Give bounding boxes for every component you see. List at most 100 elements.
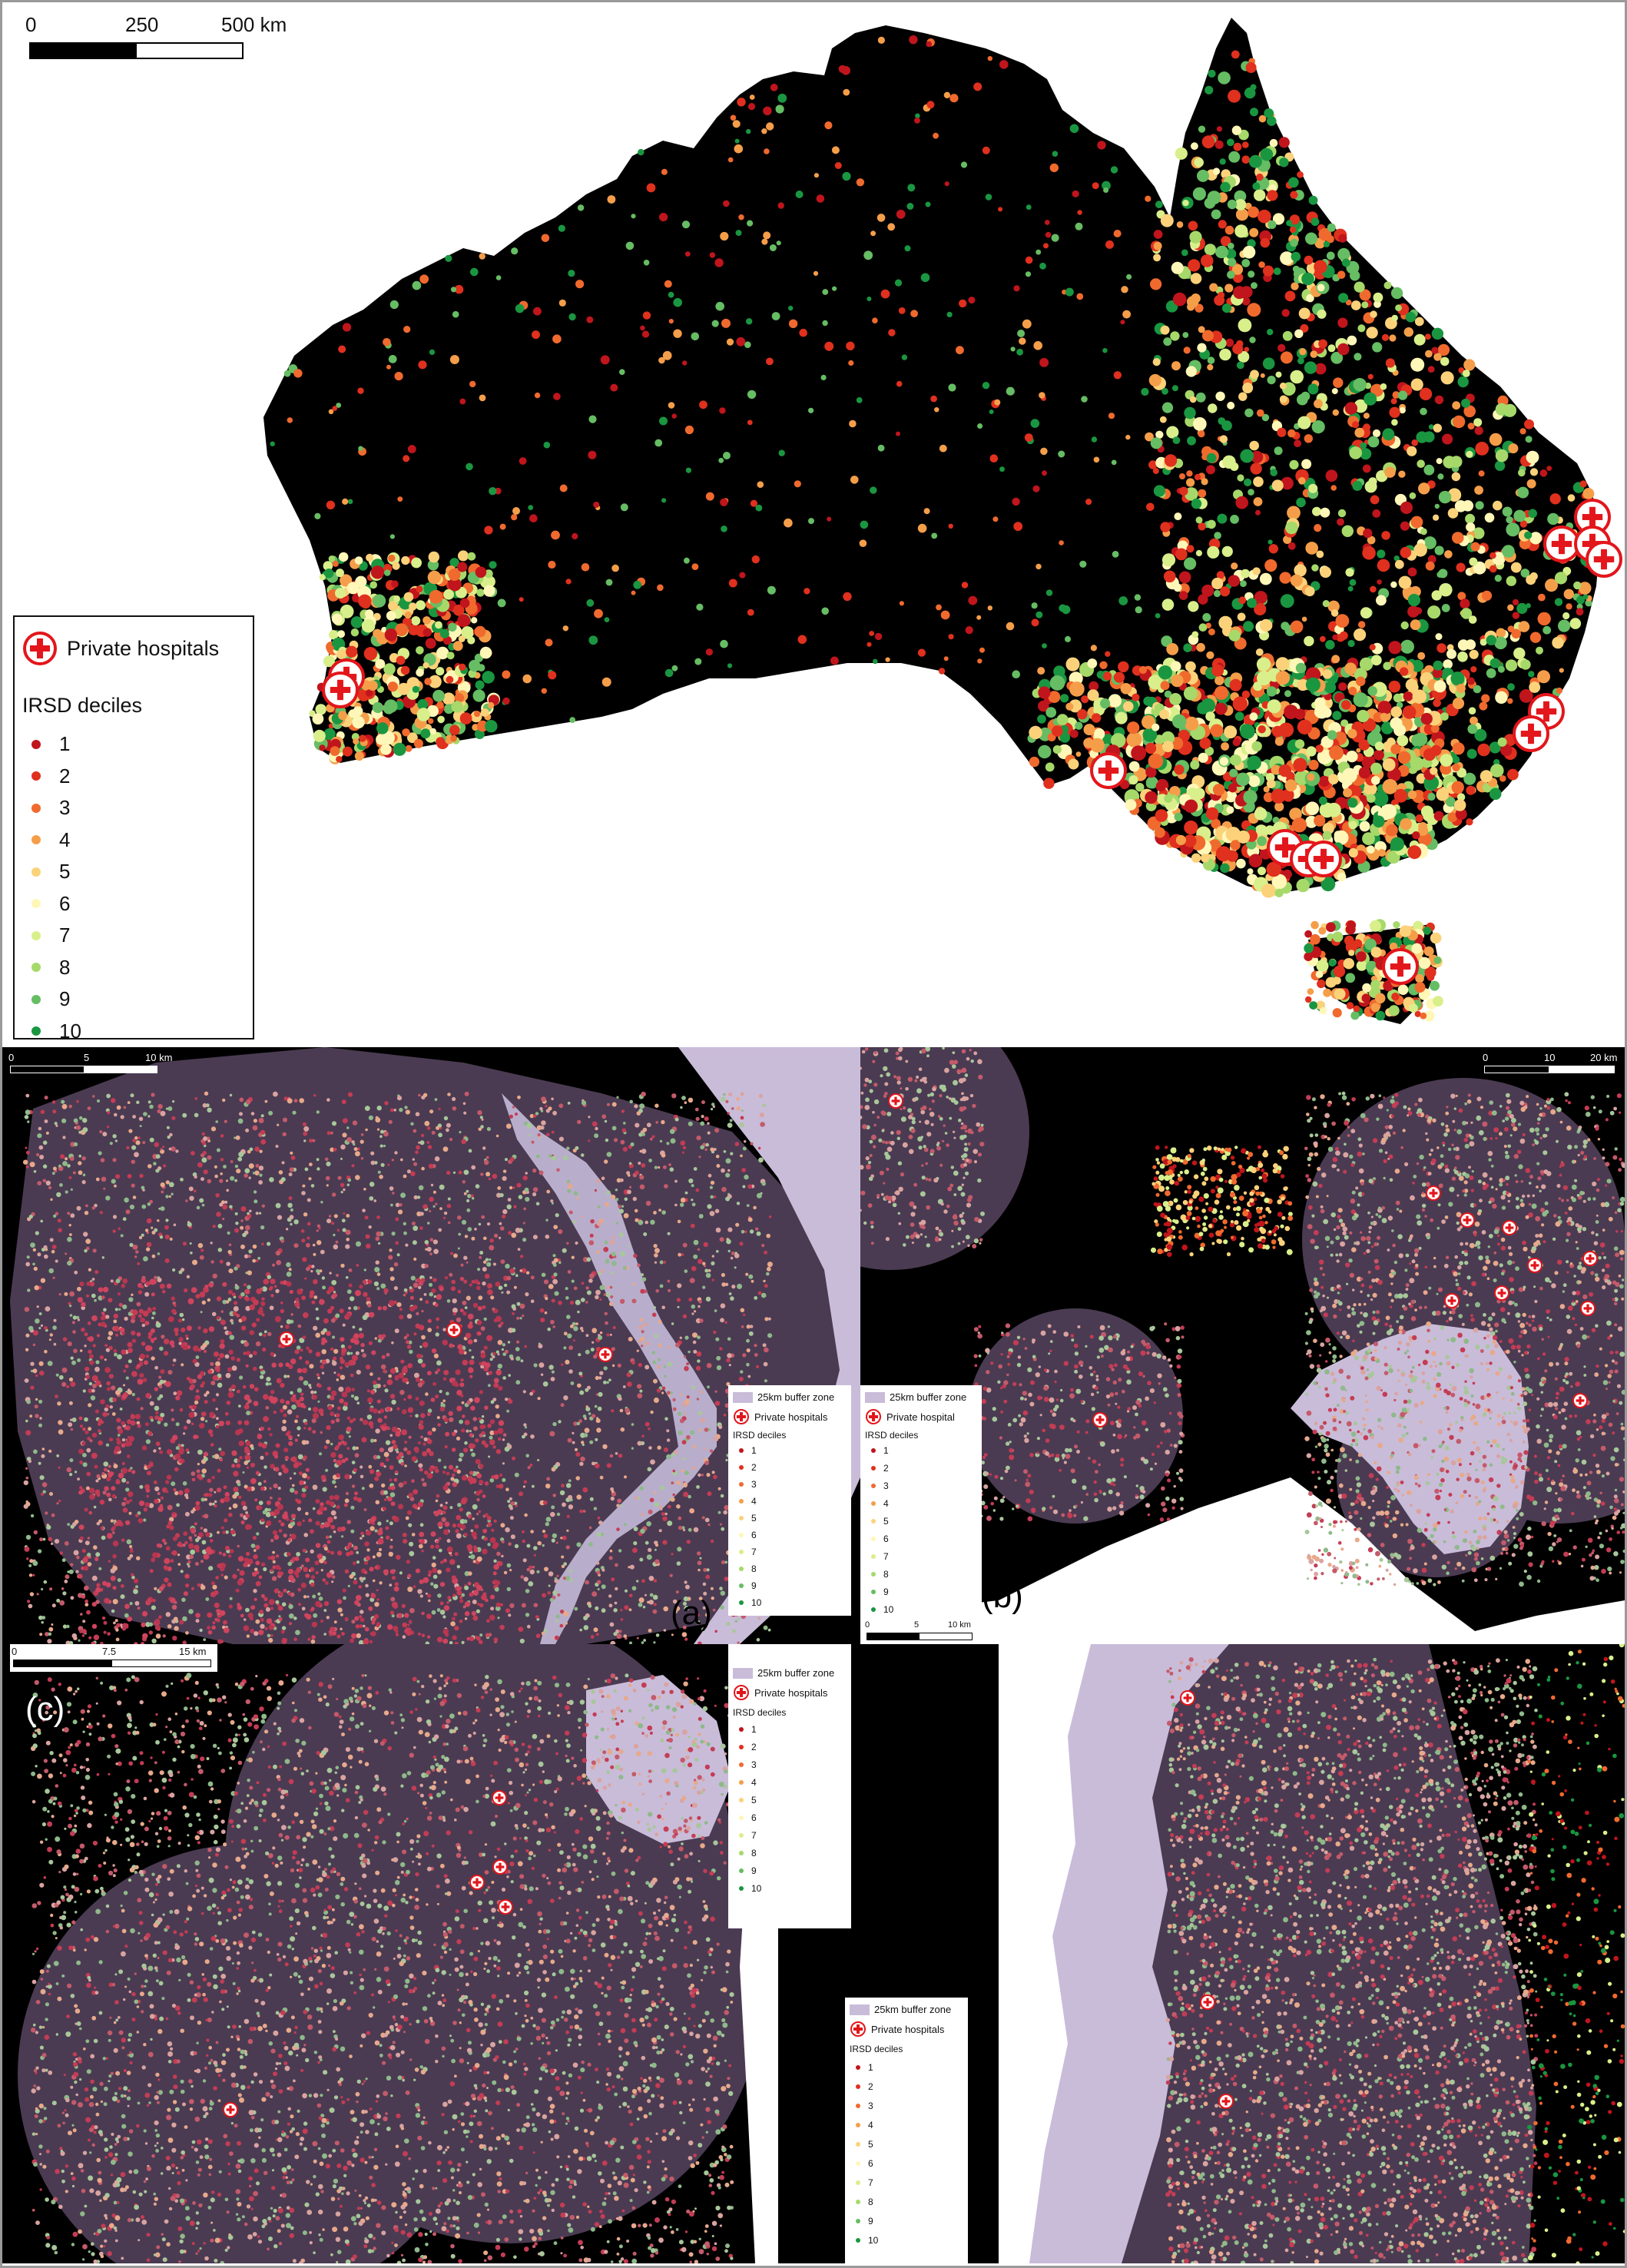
australia-landmass xyxy=(263,18,1600,894)
irsd-dot xyxy=(497,1340,503,1345)
irsd-dot xyxy=(1403,327,1414,337)
irsd-dot xyxy=(429,589,443,604)
irsd-dot xyxy=(1105,651,1111,657)
irsd-dot xyxy=(1470,542,1480,552)
irsd-dot xyxy=(1248,489,1254,496)
irsd-dot xyxy=(959,299,967,308)
irsd-dot xyxy=(456,1465,459,1469)
irsd-dot xyxy=(428,1163,434,1169)
irsd-dot xyxy=(1327,730,1337,740)
irsd-dot xyxy=(1466,450,1473,458)
irsd-dot xyxy=(601,1608,606,1613)
hospital-icon xyxy=(22,631,58,666)
irsd-dot xyxy=(1230,840,1241,850)
irsd-dot xyxy=(1320,566,1331,579)
irsd-dot xyxy=(896,431,900,436)
irsd-dot xyxy=(95,1552,101,1557)
irsd-dot xyxy=(308,1408,311,1411)
irsd-dot xyxy=(275,1202,281,1209)
irsd-dot xyxy=(1457,376,1469,388)
irsd-dot xyxy=(95,1177,100,1182)
irsd-dot xyxy=(558,1136,565,1142)
irsd-dot xyxy=(173,1391,177,1396)
irsd-dot xyxy=(1320,877,1336,892)
irsd-dot xyxy=(202,1102,207,1108)
irsd-dot xyxy=(574,1606,578,1611)
irsd-dot xyxy=(49,1492,53,1496)
irsd-dot xyxy=(1249,227,1259,237)
irsd-dot xyxy=(515,1380,521,1385)
irsd-dot xyxy=(450,734,457,742)
irsd-dot xyxy=(400,1192,406,1199)
irsd-dot xyxy=(68,1422,73,1427)
irsd-dot xyxy=(418,360,427,370)
irsd-dot xyxy=(390,1203,393,1207)
irsd-dot xyxy=(1552,636,1564,649)
irsd-dot xyxy=(265,1382,270,1386)
irsd-dot xyxy=(516,1301,521,1306)
irsd-dot xyxy=(609,1333,612,1336)
irsd-dot xyxy=(307,1637,311,1641)
irsd-dot xyxy=(272,1263,276,1267)
irsd-dot xyxy=(1228,575,1241,587)
irsd-dot xyxy=(50,1542,54,1545)
irsd-dot xyxy=(292,1110,297,1115)
irsd-dot xyxy=(1337,270,1346,280)
irsd-dot xyxy=(472,1560,476,1563)
irsd-dot xyxy=(1171,674,1184,688)
irsd-dot xyxy=(160,1110,166,1116)
irsd-dot xyxy=(324,569,334,579)
irsd-dot xyxy=(484,569,493,579)
irsd-dot xyxy=(452,1593,456,1597)
irsd-dot xyxy=(1162,741,1174,752)
irsd-dot xyxy=(552,1421,557,1427)
irsd-dot xyxy=(1465,513,1476,524)
irsd-dot xyxy=(1289,807,1302,821)
irsd-dot xyxy=(1186,545,1195,553)
irsd-dot xyxy=(535,1633,541,1639)
irsd-dot xyxy=(561,1564,565,1569)
hospital-markers-layer xyxy=(322,499,1622,985)
irsd-dot xyxy=(44,1119,48,1123)
irsd-dot xyxy=(655,1289,659,1293)
irsd-dot xyxy=(1412,689,1427,704)
irsd-dot xyxy=(408,1523,413,1527)
irsd-dot xyxy=(1234,711,1244,721)
irsd-dot xyxy=(618,1232,624,1238)
irsd-dot xyxy=(1025,271,1032,277)
irsd-dot xyxy=(450,1621,456,1626)
irsd-dot xyxy=(684,1637,688,1641)
irsd-dot xyxy=(1359,821,1370,832)
legend-decile-dot xyxy=(31,899,41,908)
irsd-dot xyxy=(509,1569,512,1572)
irsd-dot xyxy=(446,1299,451,1303)
irsd-dot xyxy=(346,1447,350,1450)
irsd-dot xyxy=(646,1521,651,1527)
irsd-dot xyxy=(1068,758,1079,770)
irsd-dot xyxy=(713,1330,717,1335)
irsd-dot xyxy=(678,1516,682,1520)
irsd-dot xyxy=(307,1236,310,1240)
irsd-dot xyxy=(547,1591,551,1595)
irsd-dot xyxy=(1325,640,1335,650)
irsd-dot xyxy=(1415,814,1423,823)
irsd-dot xyxy=(684,425,694,435)
irsd-dot xyxy=(1390,581,1397,589)
irsd-dot xyxy=(1361,301,1369,309)
irsd-dot xyxy=(1258,114,1267,123)
irsd-dot xyxy=(278,1529,283,1533)
irsd-dot xyxy=(1367,536,1376,545)
irsd-dot xyxy=(464,1235,469,1238)
irsd-dot xyxy=(268,1110,273,1116)
irsd-dot xyxy=(258,1166,264,1171)
irsd-dot xyxy=(1337,247,1350,261)
irsd-dot xyxy=(1013,522,1023,532)
irsd-dot xyxy=(1559,668,1564,673)
irsd-dot xyxy=(1558,619,1571,632)
irsd-dot xyxy=(1407,593,1420,607)
irsd-dot xyxy=(48,1626,54,1632)
irsd-dot xyxy=(334,1485,337,1488)
irsd-dot xyxy=(203,1638,207,1641)
irsd-dot xyxy=(70,1596,75,1600)
irsd-dot xyxy=(1409,1003,1418,1013)
